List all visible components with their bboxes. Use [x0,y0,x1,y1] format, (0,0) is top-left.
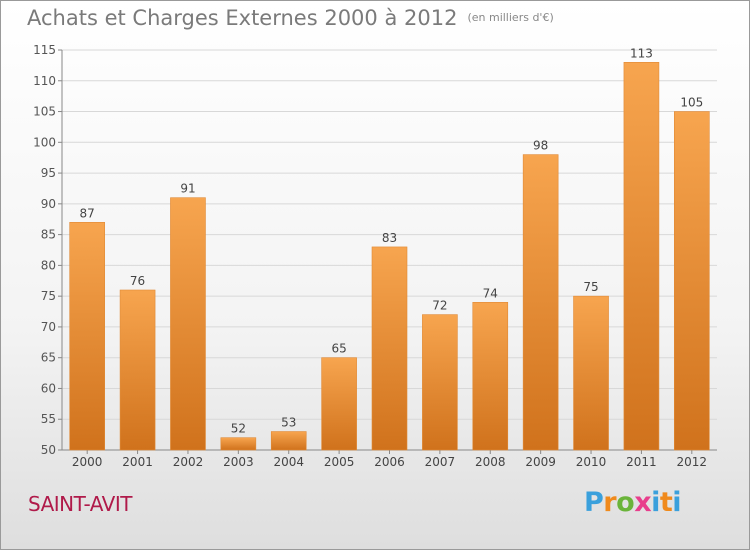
data-label: 75 [583,280,598,294]
data-label: 87 [80,206,95,220]
bar [170,197,206,451]
data-label: 98 [533,139,548,153]
data-label: 76 [130,274,145,288]
data-label: 91 [180,182,195,196]
labels: 50 55 60 65 70 75 80 85 90 95 100 105 110 115 87 2000 76… [33,43,707,469]
data-label: 105 [680,96,703,110]
x-tick-label: 2009 [525,455,556,469]
y-tick-label: 95 [41,166,56,180]
chart-title: Achats et Charges Externes 2000 à 2012 (e… [27,6,554,30]
x-tick-label: 2004 [273,455,304,469]
bar [371,246,408,451]
x-tick-label: 2000 [72,455,103,469]
bar [119,289,156,451]
x-tick-label: 2012 [677,455,708,469]
y-tick-label: 100 [33,135,56,149]
bar [69,222,105,451]
chart-title-text: Achats et Charges Externes 2000 à 2012 [27,6,458,30]
y-tick-label: 55 [41,412,56,426]
x-tick-label: 2011 [626,455,657,469]
y-tick-label: 105 [33,105,56,119]
bar [522,154,559,451]
y-tick-label: 115 [33,43,56,57]
y-tick-label: 50 [41,443,56,457]
bar [472,302,509,451]
y-tick-label: 85 [41,228,56,242]
y-tick-label: 60 [41,381,56,395]
chart-unit: (en milliers d'€) [467,11,554,24]
bar [321,357,357,451]
y-tick-label: 90 [41,197,56,211]
data-label: 65 [331,342,346,356]
x-tick-label: 2003 [223,455,254,469]
place-name: SAINT-AVIT [28,492,132,516]
data-label: 113 [630,46,653,60]
x-tick-label: 2005 [324,455,355,469]
bar [270,431,307,451]
y-tick-label: 75 [41,289,56,303]
y-tick-label: 110 [33,74,56,88]
x-tick-label: 2008 [475,455,506,469]
data-label: 53 [281,416,296,430]
data-label: 72 [432,299,447,313]
bar [422,314,458,451]
data-label: 52 [231,422,246,436]
x-tick-label: 2006 [374,455,405,469]
data-label: 83 [382,231,397,245]
proxiti-logo: Proxiti [584,487,682,518]
bar [220,437,257,451]
bar [623,62,660,451]
y-tick-label: 70 [41,320,56,334]
x-tick-label: 2001 [122,455,153,469]
x-tick-label: 2010 [576,455,607,469]
data-label: 74 [483,286,498,300]
x-tick-label: 2002 [173,455,204,469]
bars [69,62,710,451]
y-tick-label: 80 [41,258,56,272]
bar [573,295,609,451]
bar [674,111,710,451]
x-tick-label: 2007 [425,455,456,469]
y-tick-label: 65 [41,351,56,365]
